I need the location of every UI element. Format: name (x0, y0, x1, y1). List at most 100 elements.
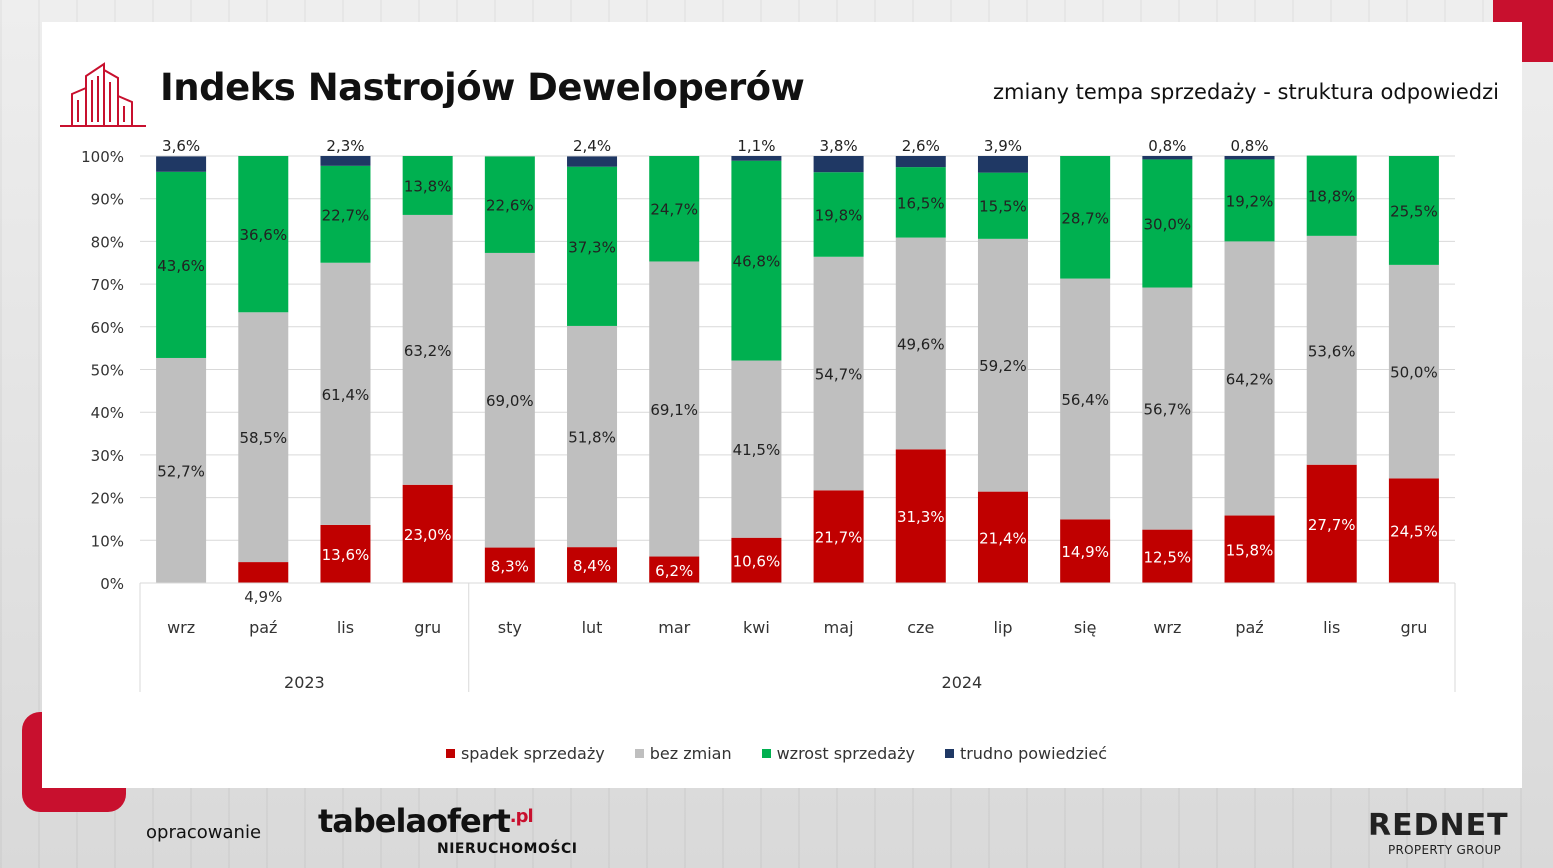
data-label: 3,8% (820, 137, 858, 155)
data-label: 43,6% (157, 257, 205, 275)
data-label: 25,5% (1390, 202, 1438, 220)
data-label: 22,6% (486, 197, 534, 215)
legend-item: wzrost sprzedaży (761, 744, 915, 763)
data-label: 0,8% (1230, 137, 1268, 155)
bar-segment (238, 312, 289, 563)
data-label: 63,2% (404, 342, 452, 360)
bar-segment (320, 262, 371, 525)
data-label: 51,8% (568, 429, 616, 447)
x-tick-label: się (1074, 618, 1097, 637)
data-label: 61,4% (322, 386, 370, 404)
data-label: 19,8% (815, 206, 863, 224)
data-label: 0,8% (1148, 137, 1186, 155)
x-group-label: 2024 (942, 673, 983, 692)
bar-segment (813, 256, 864, 491)
bar-segment (1142, 156, 1193, 160)
bar-segment (1388, 478, 1439, 583)
bar-segment (402, 214, 453, 485)
data-label: 19,2% (1226, 192, 1274, 210)
bar-segment (977, 238, 1028, 492)
bar-segment (402, 484, 453, 583)
x-tick-label: kwi (743, 618, 770, 637)
data-label: 28,7% (1061, 209, 1109, 227)
data-label: 16,5% (897, 194, 945, 212)
bar-segment (567, 547, 618, 583)
data-label: 2,3% (326, 137, 364, 155)
bar-segment (649, 556, 700, 583)
tabelaofert-logo: tabelaofert.pl (318, 802, 534, 840)
bar-segment (238, 156, 289, 313)
data-label: 49,6% (897, 335, 945, 353)
data-label: 30,0% (1144, 215, 1192, 233)
data-label: 24,5% (1390, 523, 1438, 541)
slide-card (42, 22, 1522, 788)
x-tick-label: lut (582, 618, 603, 637)
bar-segment (484, 156, 535, 253)
x-tick-label: gru (1400, 618, 1427, 637)
bar-segment (977, 156, 1028, 173)
data-label: 15,8% (1226, 541, 1274, 559)
x-tick-label: lip (993, 618, 1012, 637)
x-tick-label: cze (907, 618, 934, 637)
x-tick-label: paź (249, 618, 277, 637)
bar-segment (1060, 278, 1111, 520)
bar-segment (1388, 264, 1439, 479)
tabelaofert-logo-suffix: .pl (509, 806, 534, 827)
bar-segment (156, 171, 207, 358)
bar-segment (567, 166, 618, 326)
data-label: 4,9% (244, 588, 282, 606)
data-label: 8,3% (491, 557, 529, 575)
bar-segment (1306, 464, 1357, 583)
y-tick-label: 90% (91, 191, 124, 209)
x-tick-label: paź (1235, 618, 1263, 637)
bar-segment (320, 156, 371, 166)
legend-label: wzrost sprzedaży (776, 744, 915, 763)
tabelaofert-logo-text: tabelaofert (318, 802, 511, 840)
legend-swatch (634, 749, 644, 758)
x-tick-label: wrz (1153, 618, 1181, 637)
bar-segment (1224, 241, 1275, 516)
data-label: 37,3% (568, 238, 616, 256)
y-tick-label: 30% (91, 447, 124, 465)
bar-segment (402, 156, 453, 215)
y-tick-label: 0% (100, 575, 124, 593)
legend-swatch (761, 749, 771, 758)
tabelaofert-logo-subtitle: NIERUCHOMOŚCI (437, 841, 578, 857)
data-label: 56,7% (1144, 401, 1192, 419)
page-subtitle: zmiany tempa sprzedaży - struktura odpow… (993, 80, 1499, 104)
y-tick-label: 40% (91, 404, 124, 422)
legend-swatch (944, 749, 954, 758)
bar-segment (484, 252, 535, 548)
bar-segment (649, 261, 700, 557)
legend-label: spadek sprzedaży (460, 744, 605, 763)
rednet-logo-subtitle: PROPERTY GROUP (1388, 843, 1502, 857)
bar-segment (156, 357, 207, 583)
bar-segment (895, 237, 946, 450)
bar-segment (895, 156, 946, 168)
data-label: 3,6% (162, 137, 200, 155)
data-label: 8,4% (573, 557, 611, 575)
x-tick-label: sty (498, 618, 522, 637)
bar-segment (1388, 156, 1439, 265)
bar-segment (895, 449, 946, 583)
data-label: 3,9% (984, 137, 1022, 155)
data-label: 56,4% (1061, 391, 1109, 409)
legend-label: bez zmian (649, 744, 732, 763)
bar-segment (320, 524, 371, 583)
data-label: 23,0% (404, 526, 452, 544)
bar-segment (1306, 155, 1357, 236)
building-logo-icon (60, 62, 146, 127)
y-tick-label: 50% (91, 362, 124, 380)
legend-label: trudno powiedzieć (959, 744, 1108, 763)
bar-segment (484, 547, 535, 583)
data-label: 50,0% (1390, 364, 1438, 382)
y-tick-label: 10% (91, 532, 124, 550)
data-label: 31,3% (897, 508, 945, 526)
data-label: 59,2% (979, 357, 1027, 375)
bar-segment (731, 160, 782, 361)
data-label: 24,7% (650, 201, 698, 219)
data-label: 6,2% (655, 562, 693, 580)
bar-segment (567, 325, 618, 548)
data-label: 69,0% (486, 392, 534, 410)
data-label: 21,7% (815, 529, 863, 547)
